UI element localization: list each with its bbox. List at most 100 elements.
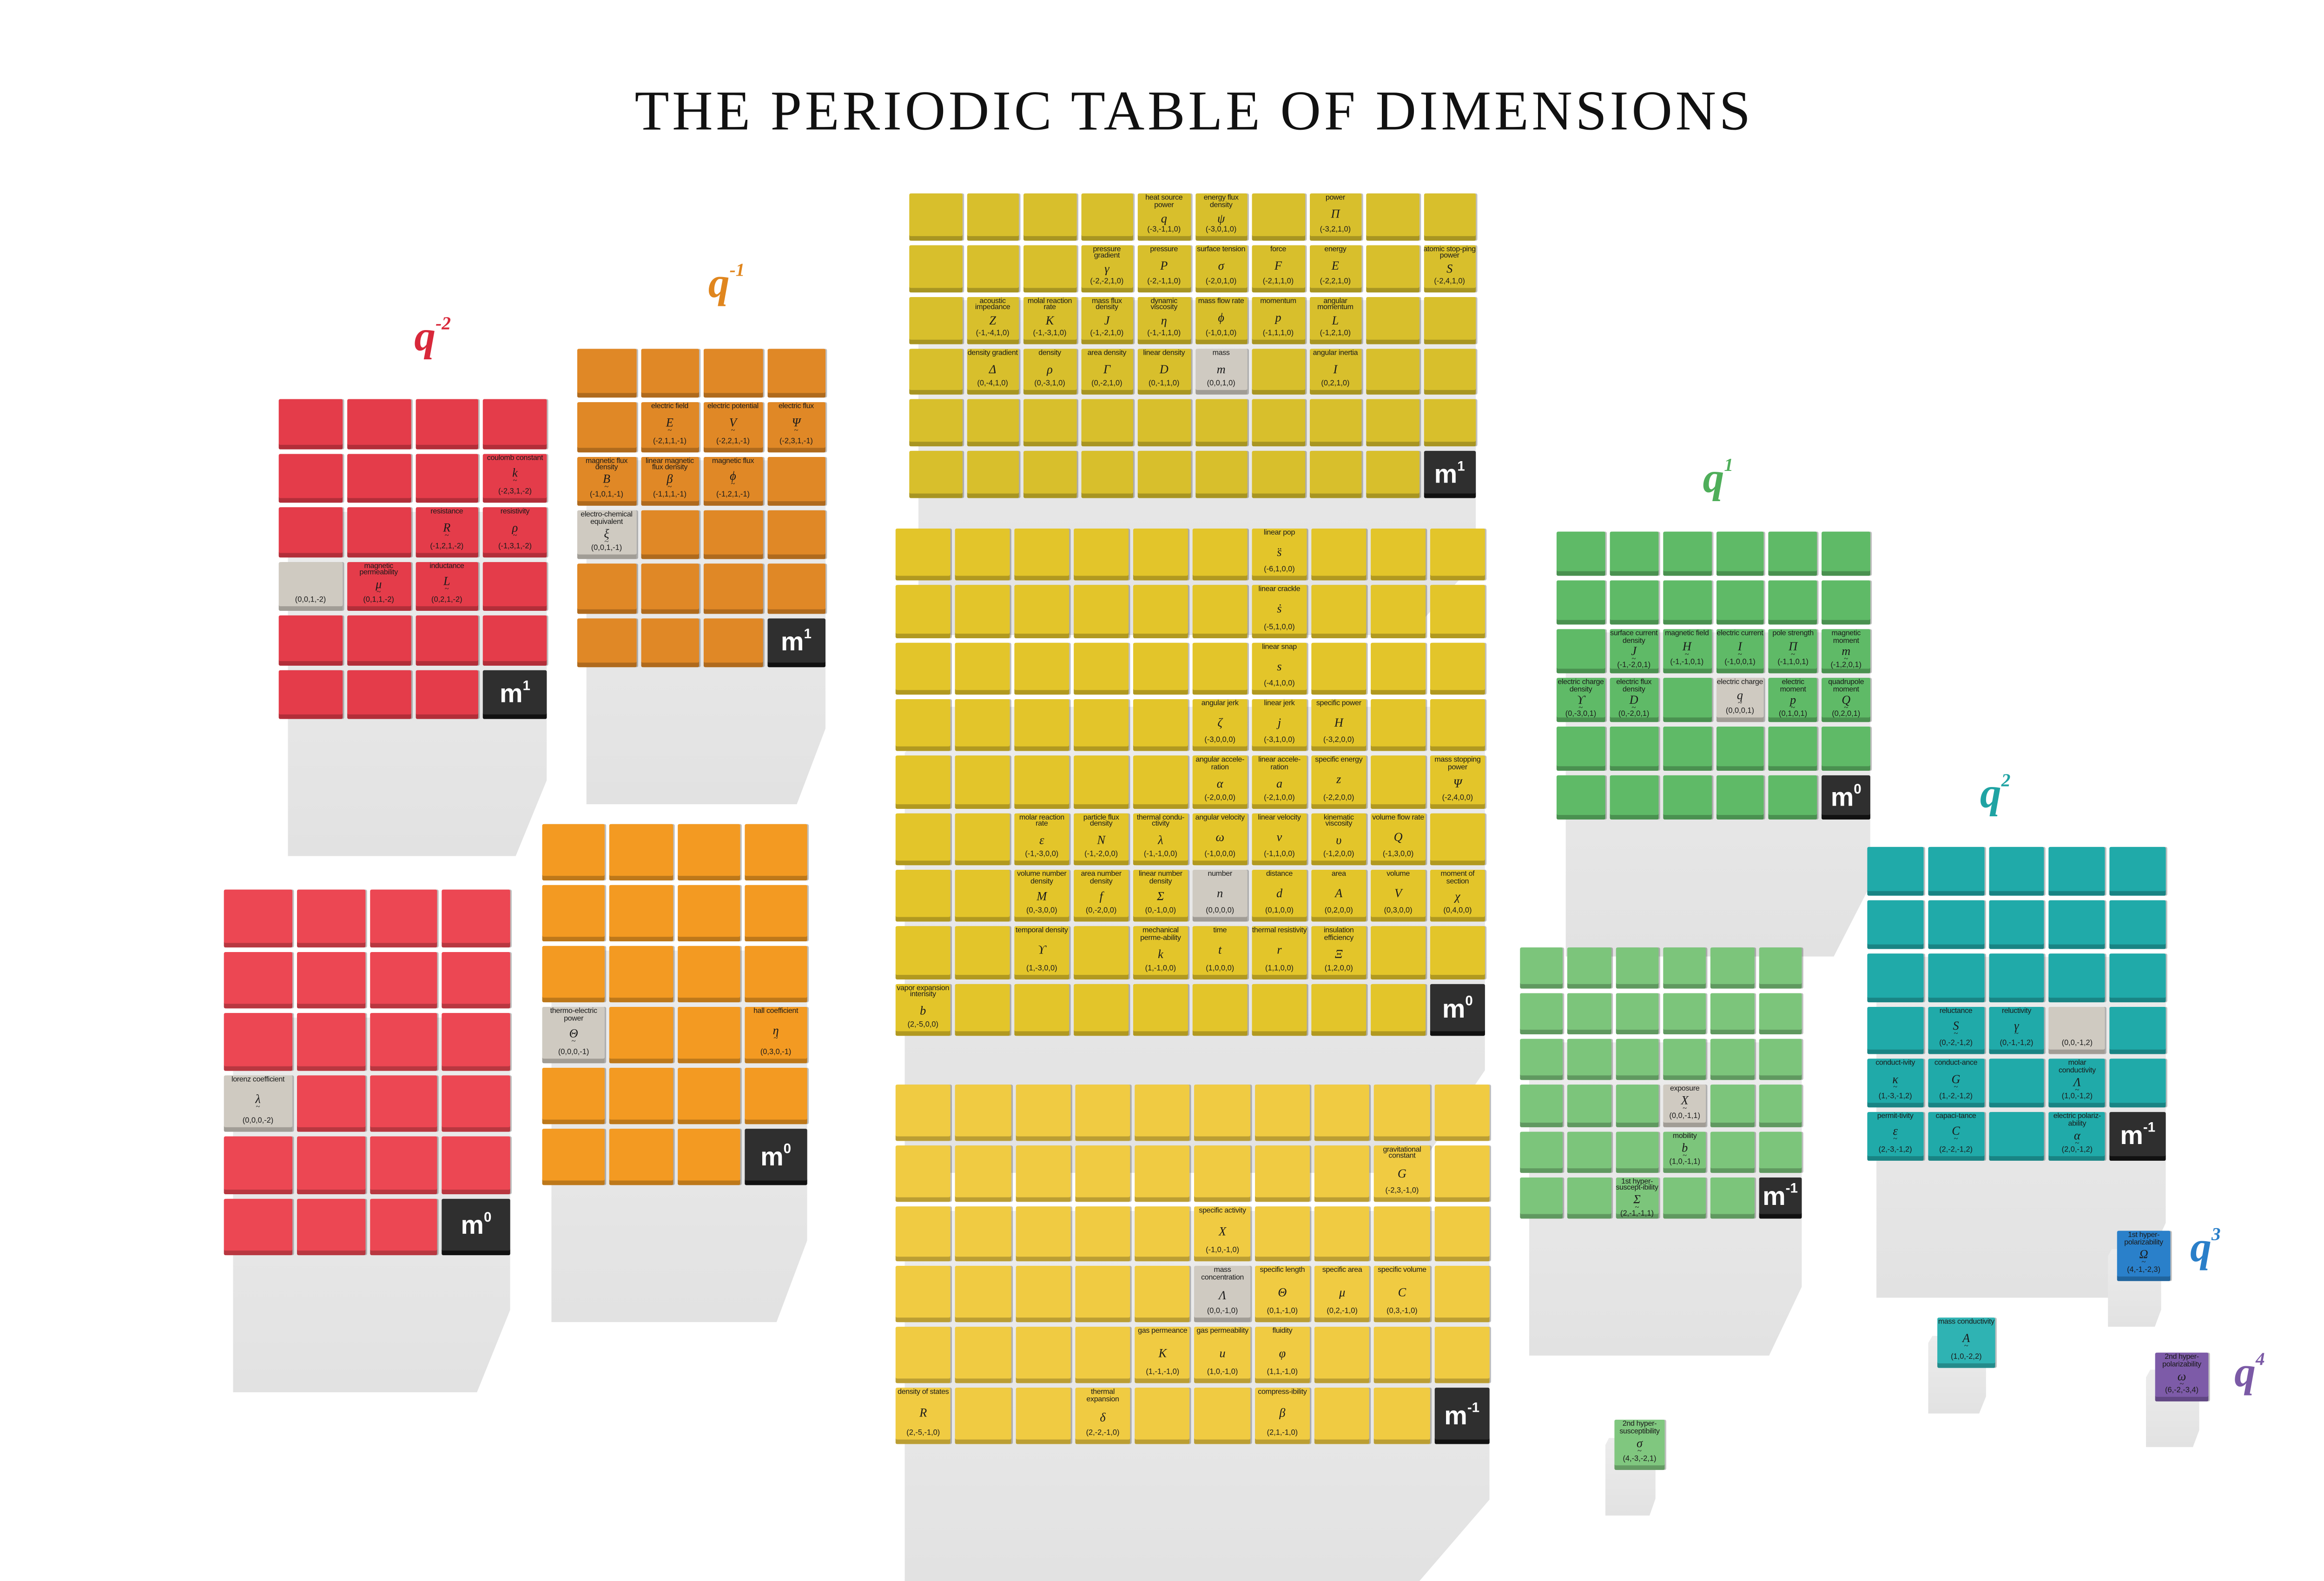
dimension-tile: pressure P (-2,-1,1,0) bbox=[1137, 245, 1190, 292]
empty-tile bbox=[955, 1145, 1011, 1202]
mass-exponent-badge: m1 bbox=[766, 618, 826, 668]
empty-tile bbox=[1663, 775, 1711, 820]
empty-tile bbox=[1135, 1266, 1190, 1323]
dimension-tile: compress-ibility β (2,1,-1,0) bbox=[1254, 1388, 1310, 1444]
dimension-vector: (-2,1,1,0) bbox=[1262, 277, 1294, 286]
dimension-tile: molal reaction rate K (-1,-3,1,0) bbox=[1023, 296, 1076, 344]
dimension-vector: (-2,3,1,-1) bbox=[779, 437, 813, 446]
dimension-vector: (0,-1,-1,2) bbox=[2000, 1039, 2034, 1049]
quantity-symbol: I bbox=[1738, 640, 1742, 658]
empty-tile bbox=[909, 193, 962, 241]
dimension-tile: lorenz coefficient λ (0,0,0,-2) bbox=[224, 1074, 292, 1132]
empty-tile bbox=[1015, 1327, 1071, 1383]
empty-tile bbox=[640, 564, 700, 614]
empty-tile bbox=[1710, 1085, 1754, 1127]
empty-tile bbox=[1867, 847, 1923, 896]
empty-tile bbox=[1567, 1085, 1611, 1127]
dimension-vector: (0,-3,0,0) bbox=[1026, 906, 1057, 916]
quantity-name: specific power bbox=[1316, 701, 1361, 708]
empty-tile bbox=[1867, 900, 1923, 949]
quantity-symbol: μ bbox=[1339, 1285, 1346, 1299]
empty-tile bbox=[1988, 953, 2045, 1002]
quantity-name: coulomb constant bbox=[487, 455, 543, 463]
quantity-name: pole strength bbox=[1772, 630, 1814, 638]
dimension-tile: specific volume C (0,3,-1,0) bbox=[1374, 1266, 1430, 1323]
block-q2-m-2-single: mass conductivity A (1,0,-2,2) bbox=[1937, 1317, 1995, 1368]
mass-exponent-badge: m0 bbox=[1430, 983, 1485, 1036]
empty-tile bbox=[1610, 727, 1658, 771]
quantity-name: linear pop bbox=[1263, 530, 1295, 538]
empty-tile bbox=[542, 946, 605, 1003]
empty-tile bbox=[1430, 699, 1485, 752]
empty-tile bbox=[1023, 193, 1076, 241]
quantity-symbol: R bbox=[443, 521, 450, 539]
quantity-name: density bbox=[1038, 350, 1061, 357]
empty-tile bbox=[1430, 926, 1485, 979]
empty-tile bbox=[442, 1074, 510, 1132]
empty-tile bbox=[297, 951, 365, 1009]
dimension-tile: area density Γ (0,-2,1,0) bbox=[1080, 348, 1133, 395]
group-label-q2: q2 bbox=[1980, 769, 2011, 820]
badge-label: m-1 bbox=[1444, 1399, 1480, 1429]
quantity-name: resistance bbox=[430, 509, 463, 516]
empty-tile bbox=[1195, 1388, 1250, 1444]
quantity-symbol: η bbox=[773, 1024, 779, 1042]
badge-exponent: -1 bbox=[1467, 1399, 1480, 1415]
dimension-tile: electric field E (-2,1,1,-1) bbox=[640, 403, 700, 452]
quantity-name: electric potential bbox=[707, 404, 759, 412]
block-q0-m0: linear pop s̈ (-6,1,0,0) linear crackle ṡ (-5… bbox=[895, 529, 1485, 1036]
quantity-symbol: C bbox=[1952, 1125, 1960, 1143]
quantity-name: lorenz coefficient bbox=[231, 1076, 285, 1084]
empty-tile bbox=[1822, 727, 1870, 771]
dimension-tile: thermo-electric power Θ (0,0,0,-1) bbox=[542, 1006, 605, 1064]
empty-tile bbox=[677, 1006, 740, 1064]
empty-tile bbox=[2049, 953, 2106, 1002]
dimension-tile: number n (0,0,0,0) bbox=[1192, 870, 1248, 922]
empty-tile bbox=[1430, 529, 1485, 581]
dimension-vector: (1,0,-1,0) bbox=[1207, 1368, 1238, 1377]
empty-tile bbox=[1423, 193, 1476, 241]
dimension-tile: hall coefficient η (0,3,0,-1) bbox=[744, 1006, 807, 1064]
quantity-name: specific area bbox=[1322, 1268, 1362, 1276]
quantity-name: dynamic viscosity bbox=[1150, 298, 1178, 313]
dimension-tile: electric charge q(0,0,0,1) bbox=[1716, 678, 1764, 722]
empty-tile bbox=[1135, 1085, 1190, 1141]
empty-tile bbox=[895, 813, 951, 866]
empty-tile bbox=[609, 1068, 673, 1125]
empty-tile bbox=[1374, 1388, 1430, 1444]
dimension-vector: (0,0,0,1) bbox=[1725, 707, 1754, 716]
dimension-vector: (6,-2,-3,4) bbox=[2165, 1386, 2199, 1396]
quantity-name: number bbox=[1208, 871, 1233, 879]
quantity-symbol: β bbox=[1279, 1406, 1286, 1421]
dimension-vector: (2,-2,-1,0) bbox=[1086, 1429, 1120, 1438]
dimension-vector: (-1,3,1,-2) bbox=[498, 541, 532, 551]
empty-tile bbox=[1928, 847, 1984, 896]
dimension-vector: (1,0,-2,2) bbox=[1951, 1352, 1982, 1362]
empty-tile bbox=[1434, 1266, 1490, 1323]
empty-tile bbox=[1080, 193, 1133, 241]
empty-tile bbox=[1135, 1388, 1190, 1444]
quantity-symbol: ξ bbox=[604, 528, 609, 545]
group-label-q-1: q-1 bbox=[708, 259, 745, 309]
dimension-vector: (-1,2,1,-1) bbox=[716, 490, 750, 500]
empty-tile bbox=[1371, 642, 1426, 695]
empty-tile bbox=[1567, 1131, 1611, 1173]
empty-tile bbox=[909, 399, 962, 447]
empty-tile bbox=[1615, 1085, 1659, 1127]
empty-tile bbox=[1822, 580, 1870, 625]
dimension-tile: energy flux density ψ (-3,0,1,0) bbox=[1195, 193, 1248, 241]
dimension-tile: electric potential V (-2,2,1,-1) bbox=[703, 403, 763, 452]
dimension-vector: (0,0,1,0) bbox=[1207, 379, 1235, 389]
empty-tile bbox=[909, 245, 962, 292]
dimension-tile: thermal resistivity r (1,1,0,0) bbox=[1252, 926, 1307, 979]
empty-tile bbox=[542, 1068, 605, 1125]
quantity-symbol: H bbox=[1334, 716, 1343, 730]
badge-label: m1 bbox=[1434, 459, 1465, 487]
block-q-1-m0: thermo-electric power Θ (0,0,0,-1) hall coe… bbox=[542, 824, 807, 1185]
quantity-name: momentum bbox=[1260, 298, 1296, 306]
empty-tile bbox=[966, 193, 1019, 241]
empty-tile bbox=[1567, 1177, 1611, 1219]
